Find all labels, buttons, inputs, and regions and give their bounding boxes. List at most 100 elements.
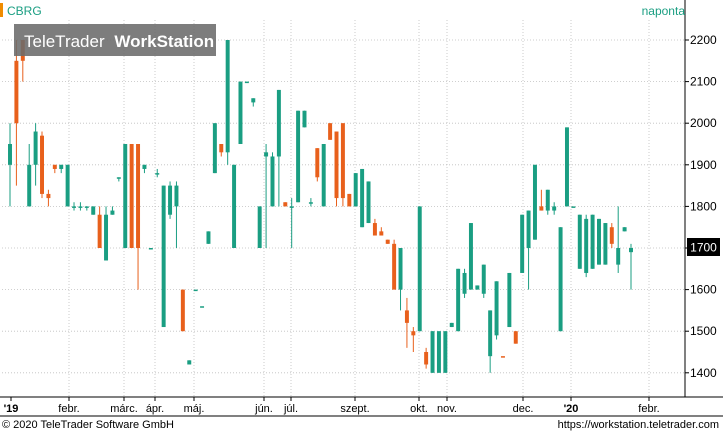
y-tick-label: 1400 [690,366,717,380]
x-tick-label: febr. [638,403,659,415]
x-tick-label: '19 [4,403,19,415]
candle [379,227,384,236]
x-tick-label: febr. [58,403,79,415]
candle-body [379,231,384,236]
candle [629,243,633,290]
candle [597,218,601,265]
candle [168,181,173,219]
candle-body [251,98,256,103]
candle-body [590,214,595,269]
candle-body [289,206,294,208]
candle-body [180,289,185,332]
x-tick-label: ápr. [146,403,164,415]
candle [609,223,614,248]
x-tick-label: '20 [564,403,579,415]
watermark-brand-prefix: TeleTrader [24,32,105,51]
candle-body [8,144,12,165]
x-tick-label: okt. [410,403,428,415]
candle-body [193,289,198,292]
candle-body [155,173,160,175]
candle [27,144,32,207]
candle [200,306,205,308]
candle-body [219,144,224,153]
candle-body [232,164,237,248]
candle [225,40,230,165]
footer-url[interactable]: https://workstation.teletrader.com [557,419,719,431]
candle [532,164,537,240]
y-tick-label: 2200 [690,33,717,47]
candle [462,268,467,298]
candle [321,144,326,207]
candle-body [187,360,192,365]
candle-body [443,331,448,373]
watermark-brand-product: WorkStation [114,32,214,51]
candle [78,202,83,211]
candle [33,123,38,186]
candle [296,110,301,203]
candle-body [14,60,19,124]
candle [97,206,102,248]
candle [539,189,544,211]
candle-body [494,281,499,336]
candle-body [168,185,173,215]
candle [417,206,422,332]
candle-body [347,193,352,207]
candle [148,248,153,250]
candle [116,177,121,182]
copyright-text: © 2020 TeleTrader Software GmbH [2,419,174,431]
candle-body [91,206,96,215]
candle-body [238,81,243,144]
candle-body [500,356,505,358]
candle-body [244,81,249,84]
candle [72,202,77,211]
candle-body [225,40,230,153]
candle-body [424,352,429,365]
candle-body [558,227,563,332]
candle [507,272,512,328]
candle-body [296,110,301,203]
candle-body [597,218,601,265]
candle-body [142,164,147,169]
candle-body [622,227,627,232]
candle [206,231,211,244]
candle-body [276,89,281,157]
candle [366,181,371,224]
candle-body [46,193,51,199]
candle [353,173,358,207]
candle [276,89,281,207]
candle-body [417,206,422,332]
candle [347,193,352,207]
candle [40,131,44,199]
candle [91,206,96,215]
candle-body [366,181,371,224]
candle-body [283,202,288,207]
candle [424,347,429,369]
candle-body [609,227,614,244]
candle-body [308,202,313,204]
x-tick-label: szept. [340,403,369,415]
candle [302,110,307,128]
candle-body [513,331,518,344]
candle-body [200,306,205,308]
candle-body [456,268,461,332]
candle-body [411,331,416,336]
candle-body [532,164,537,240]
candle [385,239,390,244]
candle-body [212,123,217,174]
candle-body [174,185,179,207]
y-tick-label: 1800 [690,199,717,213]
candle-body [161,185,166,328]
candle-body [353,173,358,207]
last-price-label: 1700 [690,241,717,255]
candle [161,185,166,328]
candle-body [65,164,70,207]
candle-body [97,214,102,248]
watermark-text: TeleTrader WorkStation [24,32,214,51]
candle-body [84,206,89,208]
candle [449,322,454,328]
candle-body [129,144,134,248]
candle-body [520,214,525,273]
candle [52,164,57,174]
candle-body [526,210,531,248]
